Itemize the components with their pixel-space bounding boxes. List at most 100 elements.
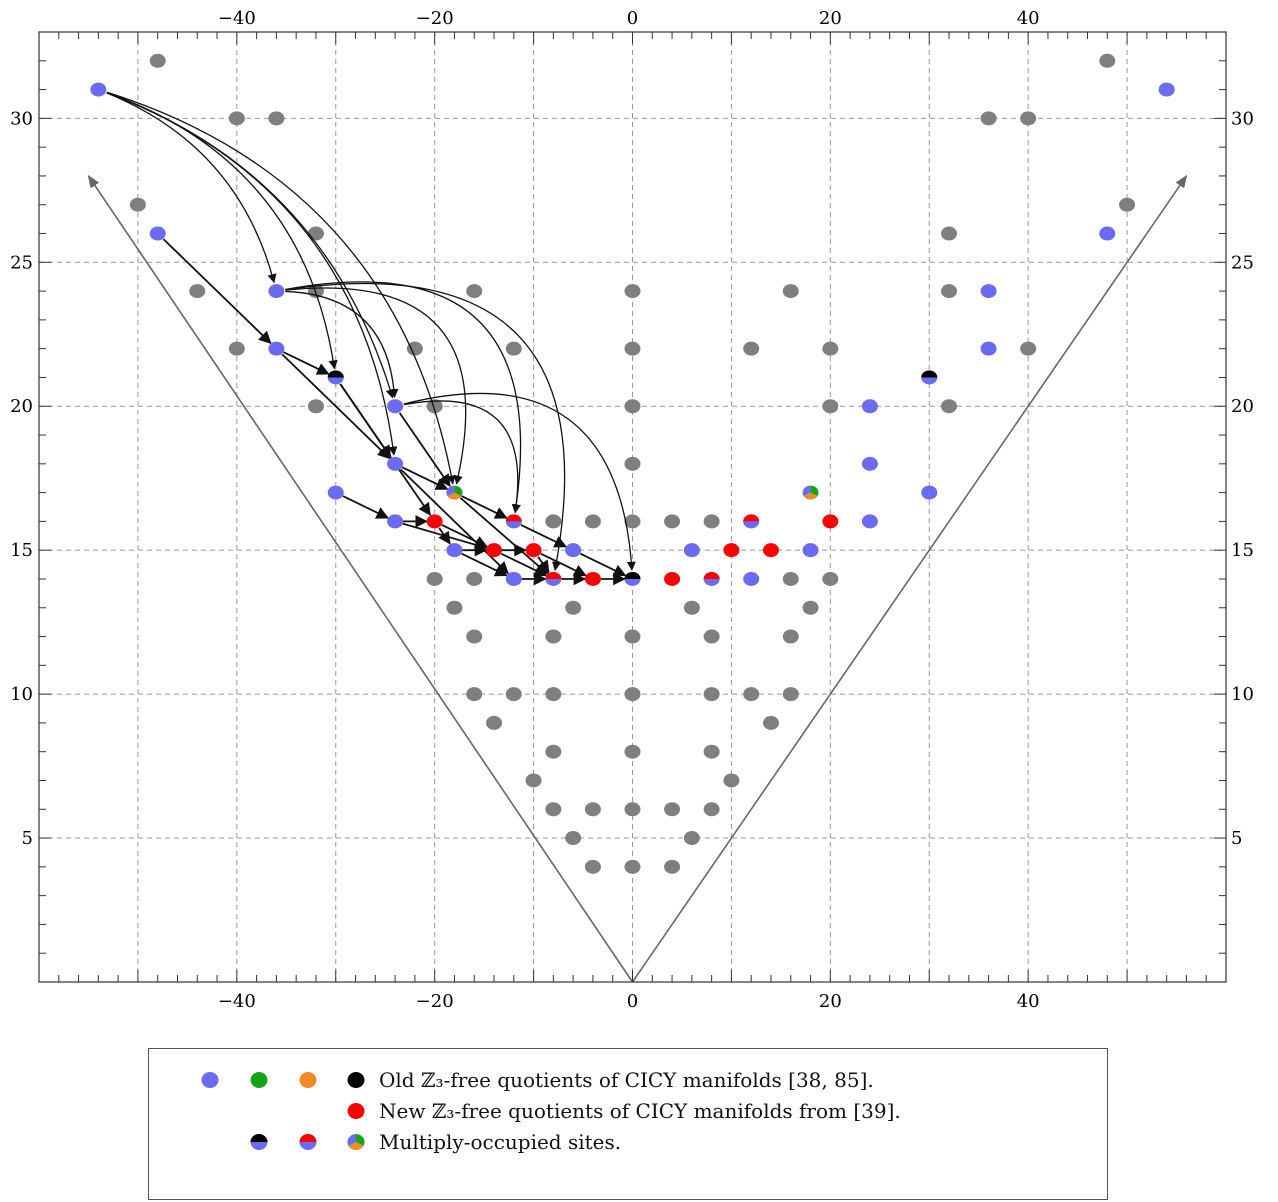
gray-point <box>426 571 443 586</box>
gray-point <box>624 514 641 529</box>
site-point <box>426 514 443 529</box>
scatter-chart: −40 −40 −20 −20 0 0 20 20 40 40 5 5 10 10 15 15 20 20 25 25… <box>10 8 1254 1012</box>
gray-point <box>1099 53 1116 68</box>
site-fill-top <box>545 571 562 579</box>
gray-point <box>703 744 720 759</box>
gray-point <box>584 514 601 529</box>
gray-point <box>1119 197 1136 212</box>
legend: Old ℤ₃-free quotients of CICY manifolds … <box>148 1048 1108 1200</box>
gray-point <box>565 600 582 615</box>
gray-point <box>743 687 760 702</box>
site-point <box>683 543 700 558</box>
gray-point <box>486 715 503 730</box>
site-point <box>268 284 285 299</box>
site-fill-wedge <box>454 485 463 497</box>
legend-row-old: Old ℤ₃-free quotients of CICY manifolds … <box>149 1065 874 1095</box>
site-point <box>762 543 779 558</box>
y-tick-label-left: 5 <box>22 828 33 849</box>
gray-point <box>545 629 562 644</box>
site-point <box>446 485 463 500</box>
site-fill <box>584 571 601 586</box>
legend-marker-red <box>347 1103 365 1119</box>
y-tick-label-left: 25 <box>10 252 33 273</box>
site-points <box>90 82 1175 586</box>
site-fill <box>327 485 344 500</box>
site-fill <box>387 399 404 414</box>
site-fill <box>861 456 878 471</box>
gray-point <box>762 715 779 730</box>
gray-point <box>941 399 958 414</box>
site-fill <box>683 543 700 558</box>
site-point <box>387 514 404 529</box>
gray-point <box>1020 111 1037 126</box>
straight-arrow <box>540 552 587 577</box>
site-point <box>327 485 344 500</box>
x-tick-label-top: 40 <box>1017 8 1040 29</box>
site-fill-top <box>743 514 760 522</box>
site-fill <box>387 456 404 471</box>
legend-marker-green <box>250 1072 268 1088</box>
site-fill <box>980 341 997 356</box>
gray-point <box>743 341 760 356</box>
site-point <box>624 571 641 586</box>
curved-arrow <box>106 92 277 284</box>
site-point <box>921 485 938 500</box>
gray-point <box>624 456 641 471</box>
straight-arrow <box>441 524 488 548</box>
curved-arrow <box>403 392 636 571</box>
gray-point <box>703 514 720 529</box>
gray-point <box>664 514 681 529</box>
gray-point <box>228 111 245 126</box>
gray-point <box>307 399 324 414</box>
site-fill-top <box>921 370 938 378</box>
gray-point <box>268 111 285 126</box>
gray-point <box>426 399 443 414</box>
legend-text-new: New ℤ₃-free quotients of CICY manifolds … <box>379 1099 901 1123</box>
gray-point <box>545 802 562 817</box>
gray-point <box>545 687 562 702</box>
site-point <box>584 571 601 586</box>
site-fill <box>426 514 443 529</box>
cone-lines <box>87 174 1188 983</box>
site-fill-wedge <box>348 1142 364 1150</box>
site-fill-top <box>703 571 720 579</box>
y-tick-label-right: 20 <box>1231 396 1254 417</box>
legend-marker-blue <box>201 1072 219 1088</box>
site-fill-top <box>299 1134 317 1142</box>
site-point <box>149 226 166 241</box>
site-point <box>525 543 542 558</box>
straight-arrow <box>339 383 431 516</box>
legend-text-multi: Multiply-occupied sites. <box>379 1130 622 1154</box>
gray-point <box>466 687 483 702</box>
site-point <box>387 399 404 414</box>
site-fill-top <box>327 370 344 378</box>
site-fill-wedge <box>803 492 818 500</box>
legend-markers-new <box>347 1103 365 1119</box>
gray-point <box>525 773 542 788</box>
gray-point <box>624 687 641 702</box>
straight-arrow <box>342 495 390 519</box>
axis-ticks: −40 −40 −20 −20 0 0 20 20 40 40 5 5 10 10 15 15 20 20 25 25… <box>10 8 1254 1012</box>
gray-point <box>683 600 700 615</box>
gray-point <box>802 600 819 615</box>
legend-text-old: Old ℤ₃-free quotients of CICY manifolds … <box>379 1068 874 1092</box>
gray-point <box>941 284 958 299</box>
site-fill <box>505 571 522 586</box>
gray-point <box>683 831 700 846</box>
gray-point <box>565 831 582 846</box>
straight-arrow <box>162 238 272 344</box>
x-tick-label-bottom: 40 <box>1017 991 1040 1012</box>
gray-point <box>822 571 839 586</box>
gray-point <box>624 629 641 644</box>
site-point <box>327 370 344 385</box>
site-point <box>861 399 878 414</box>
site-point <box>802 543 819 558</box>
site-point <box>565 543 582 558</box>
site-point <box>1158 82 1175 97</box>
x-tick-label-top: −20 <box>416 8 454 29</box>
legend-markers-old <box>201 1072 365 1088</box>
straight-arrow <box>520 524 568 548</box>
site-fill <box>525 543 542 558</box>
gray-point <box>129 197 146 212</box>
x-tick-label-bottom: −40 <box>218 991 256 1012</box>
